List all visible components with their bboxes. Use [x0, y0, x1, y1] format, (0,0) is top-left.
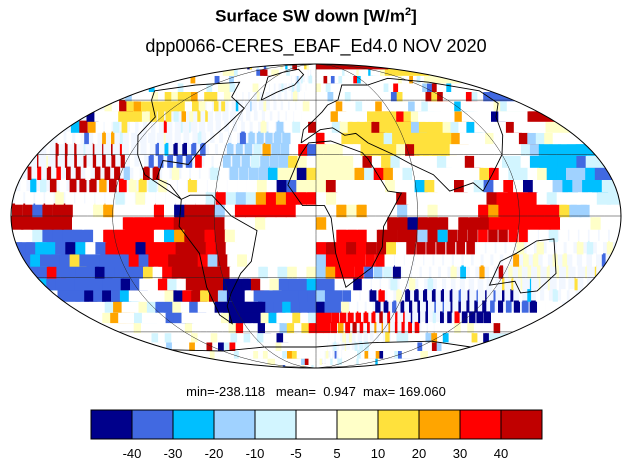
coastline — [488, 238, 557, 294]
map-title: Surface SW down [W/m2] — [0, 6, 632, 27]
map-subtitle: dpp0066-CERES_EBAF_Ed4.0 NOV 2020 — [145, 36, 487, 56]
max-value: 169.060 — [398, 384, 446, 399]
graticule-line — [112, 64, 317, 368]
colorbar-tick-label: -30 — [164, 446, 183, 461]
min-value: -238.118 — [214, 384, 266, 399]
title-superscript: 2 — [405, 6, 412, 18]
colorbar-swatch — [459, 409, 502, 440]
colorbar-swatch — [90, 409, 133, 440]
coastline — [178, 194, 258, 325]
coastline — [300, 77, 504, 192]
colorbar-swatch — [336, 409, 379, 440]
mean-label: mean= — [275, 384, 317, 399]
colorbar-swatch — [254, 409, 297, 440]
colorbar-swatch — [295, 409, 338, 440]
coastline — [287, 140, 403, 288]
colorbar-tick-label: 30 — [453, 446, 467, 461]
colorbar-swatch — [131, 409, 174, 440]
colorbar-tick-label: 40 — [494, 446, 508, 461]
coastline — [260, 68, 305, 101]
min-label: min= — [186, 384, 215, 399]
max-label: max= — [363, 384, 396, 399]
coastline — [137, 81, 245, 200]
colorbar-tick-label: -10 — [246, 446, 265, 461]
graticule — [11, 64, 621, 368]
colorbar-tick-label: 10 — [371, 446, 385, 461]
statistics-line: min=-238.118 mean= 0.947 max= 169.060 — [0, 384, 632, 399]
colorbar-tick-label: -20 — [205, 446, 224, 461]
colorbar-swatch — [418, 409, 461, 440]
colorbar-swatch — [213, 409, 256, 440]
colorbar-swatch — [172, 409, 215, 440]
colorbar-tick-label: 5 — [333, 446, 340, 461]
graticule-line — [214, 64, 317, 368]
map-border — [10, 63, 622, 369]
title-text: Surface SW down [W/m — [215, 6, 406, 26]
colorbar-tick-label: 20 — [412, 446, 426, 461]
graticule-line — [315, 64, 418, 368]
colorbar-tick-label: -5 — [290, 446, 302, 461]
colorbar-swatch — [377, 409, 420, 440]
title-suffix: ] — [411, 6, 417, 26]
mollweide-map — [10, 63, 622, 369]
colorbar-tick-label: -40 — [123, 446, 142, 461]
mean-value: 0.947 — [323, 384, 356, 399]
graticule-line — [315, 64, 520, 368]
colorbar-swatch — [500, 409, 543, 440]
